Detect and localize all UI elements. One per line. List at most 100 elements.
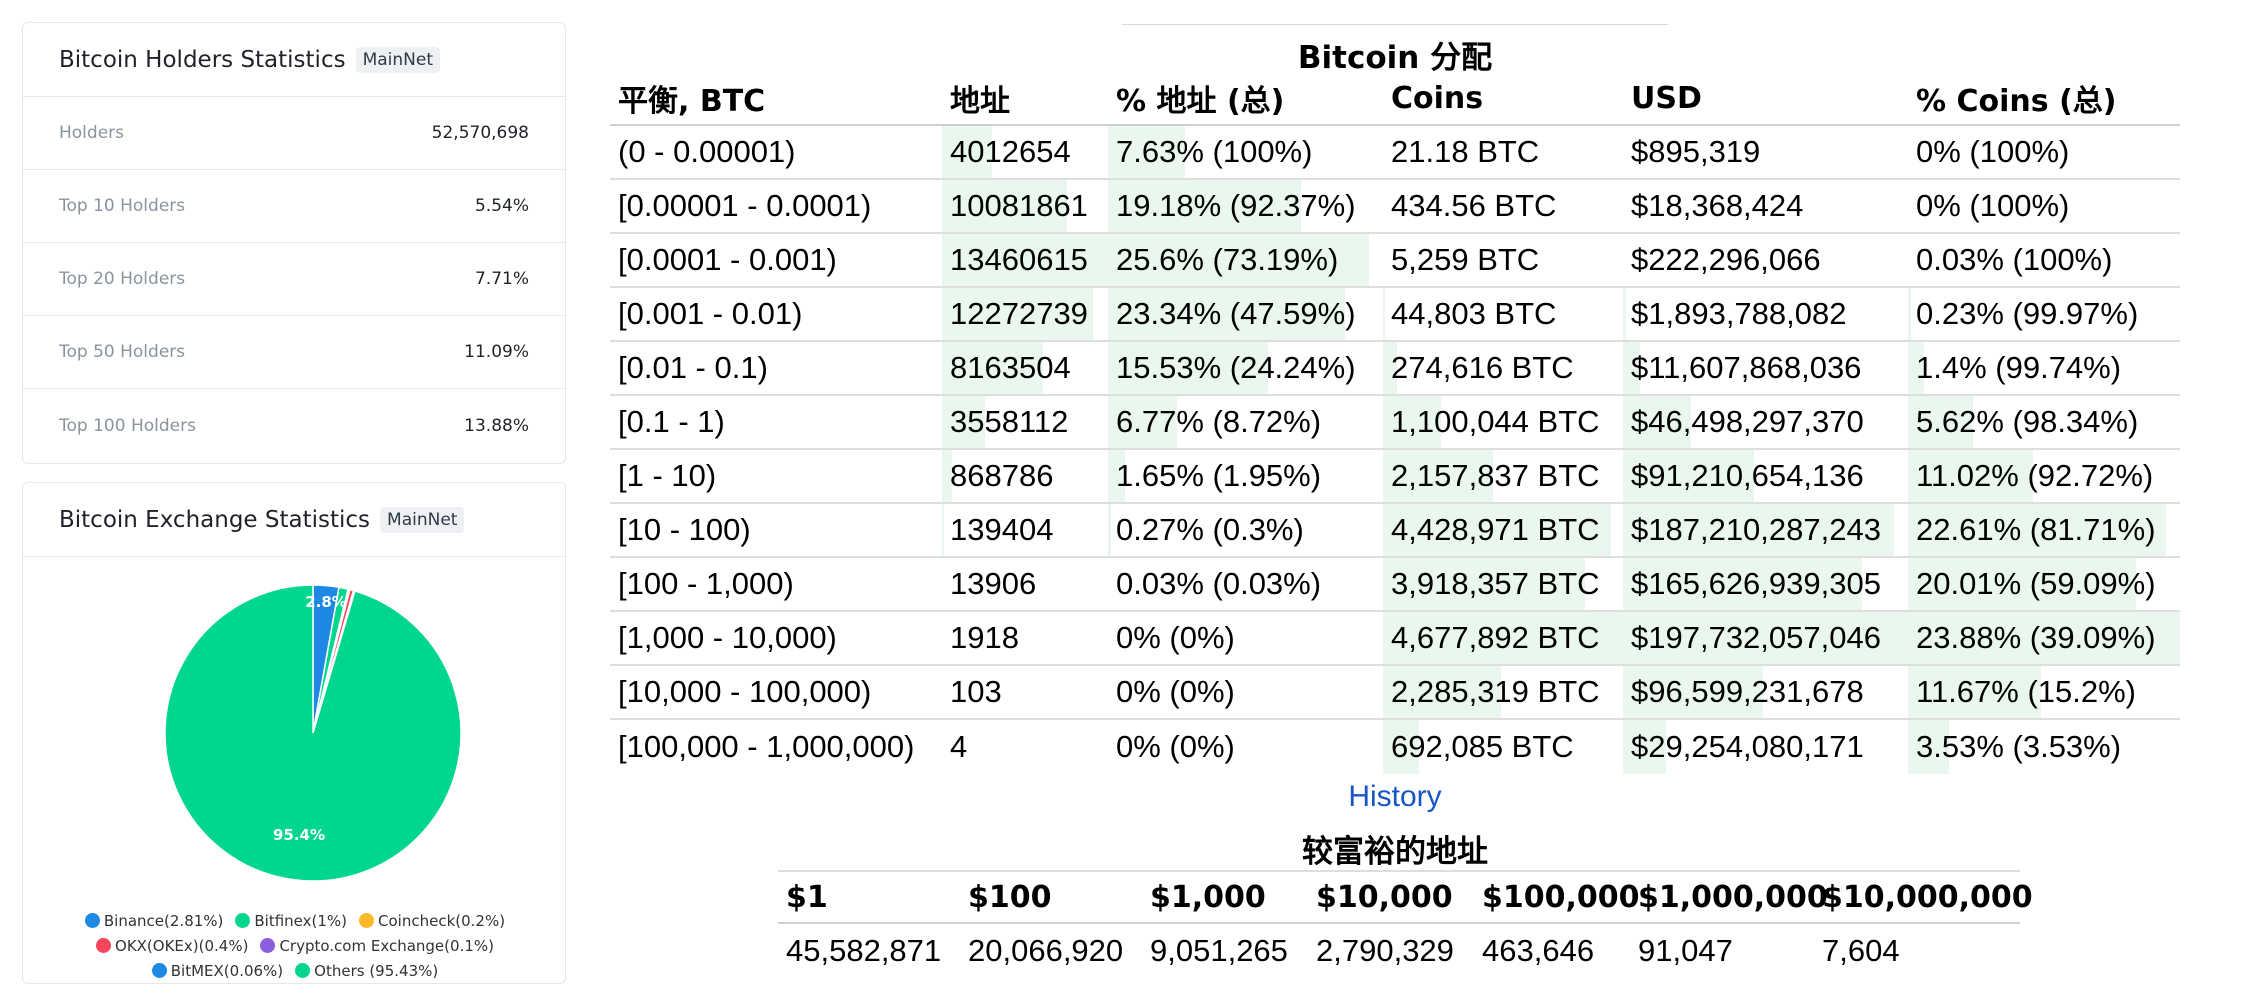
- share-bar: [1108, 504, 1111, 556]
- legend-item[interactable]: Coincheck(0.2%): [359, 912, 505, 930]
- exchange-pie-chart[interactable]: 2.8% 95.4%: [163, 583, 463, 883]
- cell-value: 11.02% (92.72%): [1916, 458, 2154, 493]
- table-cell: 21.18 BTC: [1383, 126, 1623, 178]
- share-bar: [1623, 558, 1863, 610]
- table-row: [100 - 1,000) 13906 0.03% (0.03%) 3,918,357…: [610, 558, 2180, 612]
- legend-dot-icon: [235, 913, 251, 928]
- legend-label: Others (95.43%): [314, 961, 439, 980]
- share-bar: [1908, 288, 1911, 340]
- cell-value: 5,259 BTC: [1391, 242, 1540, 277]
- legend-item[interactable]: Crypto.com Exchange(0.1%): [260, 937, 494, 955]
- holders-stat-row: Holders 52,570,698: [23, 97, 565, 170]
- column-header-label: % Coins (总): [1916, 84, 2117, 119]
- table-cell: 0% (100%): [1908, 126, 2180, 178]
- table-cell: 11.02% (92.72%): [1908, 450, 2180, 502]
- table-cell: 0.23% (99.97%): [1908, 288, 2180, 340]
- table-cell: [1,000 - 10,000): [610, 612, 942, 664]
- table-cell: 23.34% (47.59%): [1108, 288, 1383, 340]
- cell-value: [0.01 - 0.1): [618, 350, 768, 385]
- richer-addresses-table: $1 $100 $1,000 $10,000 $100,000 $1,000,000 $10…: [778, 870, 2033, 978]
- table-cell: 5,259 BTC: [1383, 234, 1623, 286]
- table-cell: 868786: [942, 450, 1108, 502]
- table-cell: $11,607,868,036: [1623, 342, 1908, 394]
- holders-stat-row: Top 20 Holders 7.71%: [23, 243, 565, 316]
- distribution-title: Bitcoin 分配: [1297, 40, 1493, 76]
- share-bar: [1108, 342, 1268, 394]
- share-bar: [1908, 342, 1925, 394]
- cell-value: 4,428,971 BTC: [1391, 512, 1600, 547]
- table-row: (0 - 0.00001) 4012654 7.63% (100%) 21.18 BT…: [610, 126, 2180, 180]
- history-link[interactable]: History: [1348, 780, 1442, 813]
- table-cell: 463,646: [1482, 933, 1595, 968]
- table-cell: 4,677,892 BTC: [1383, 612, 1623, 664]
- cell-value: 868786: [950, 458, 1054, 493]
- cell-value: [10,000 - 100,000): [618, 674, 872, 709]
- cell-value: 1.65% (1.95%): [1116, 458, 1322, 493]
- cell-value: 5.62% (98.34%): [1916, 404, 2139, 439]
- column-header-label: Coins: [1391, 80, 1484, 116]
- share-bar: [1108, 450, 1125, 502]
- mainnet-badge: MainNet: [380, 506, 465, 533]
- table-cell: 4,428,971 BTC: [1383, 504, 1623, 556]
- legend-item[interactable]: OKX(OKEx)(0.4%): [96, 937, 248, 955]
- table-cell: 8163504: [942, 342, 1108, 394]
- table-cell: [1 - 10): [610, 450, 942, 502]
- cell-value: 13460615: [950, 242, 1088, 277]
- legend-item[interactable]: Bitfinex(1%): [235, 912, 347, 930]
- exchange-card-header: Bitcoin Exchange Statistics MainNet: [23, 483, 565, 557]
- stat-label: Holders: [59, 123, 125, 143]
- legend-dot-icon: [96, 938, 112, 953]
- cell-value: [10 - 100): [618, 512, 751, 547]
- table-cell: 434.56 BTC: [1383, 180, 1623, 232]
- column-header-label: 地址: [950, 84, 1010, 119]
- cell-value: $46,498,297,370: [1631, 404, 1864, 439]
- share-bar: [1908, 504, 2167, 556]
- cell-value: 15.53% (24.24%): [1116, 350, 1356, 385]
- cell-value: 0% (100%): [1916, 188, 2070, 223]
- table-cell: 11.67% (15.2%): [1908, 666, 2180, 718]
- table-cell: [10 - 100): [610, 504, 942, 556]
- cell-value: 0.23% (99.97%): [1916, 296, 2139, 331]
- table-row: [10 - 100) 139404 0.27% (0.3%) 4,428,971 BT…: [610, 504, 2180, 558]
- share-bar: [1623, 612, 1908, 664]
- table-cell: $96,599,231,678: [1623, 666, 1908, 718]
- legend-item[interactable]: Binance(2.81%): [84, 912, 223, 930]
- cell-value: $1,893,788,082: [1631, 296, 1847, 331]
- column-header: % Coins (总): [1908, 72, 2180, 124]
- cell-value: 23.34% (47.59%): [1116, 296, 1356, 331]
- table-cell: 13460615: [942, 234, 1108, 286]
- pie-slice[interactable]: [164, 584, 462, 882]
- table-cell: 91,047: [1638, 933, 1733, 968]
- table-cell: $29,254,080,171: [1623, 720, 1908, 774]
- cell-value: 692,085 BTC: [1391, 729, 1574, 764]
- cell-value: [0.001 - 0.01): [618, 296, 803, 331]
- table-cell: $222,296,066: [1623, 234, 1908, 286]
- table-cell: [0.0001 - 0.001): [610, 234, 942, 286]
- table-cell: 4012654: [942, 126, 1108, 178]
- cell-value: 22.61% (81.71%): [1916, 512, 2156, 547]
- table-cell: 15.53% (24.24%): [1108, 342, 1383, 394]
- table-cell: 12272739: [942, 288, 1108, 340]
- table-cell: [100 - 1,000): [610, 558, 942, 610]
- table-cell: 0% (0%): [1108, 666, 1383, 718]
- cell-value: 0% (0%): [1116, 729, 1235, 764]
- share-bar: [1908, 396, 1974, 448]
- share-bar: [942, 450, 952, 502]
- table-cell: 9,051,265: [1150, 933, 1288, 968]
- legend-item[interactable]: Others (95.43%): [295, 962, 438, 980]
- table-cell: 20.01% (59.09%): [1908, 558, 2180, 610]
- share-bar: [1108, 180, 1301, 232]
- richer-addresses-title: 较富裕的地址: [1302, 834, 1488, 870]
- share-bar: [1908, 720, 1949, 774]
- cell-value: 0% (100%): [1916, 134, 2070, 169]
- table-row: [0.1 - 1) 3558112 6.77% (8.72%) 1,100,044 B…: [610, 396, 2180, 450]
- table-cell: $187,210,287,243: [1623, 504, 1908, 556]
- cell-value: 434.56 BTC: [1391, 188, 1557, 223]
- pie-legend: Binance(2.81%) Bitfinex(1%) Coincheck(0.2%…: [23, 908, 567, 983]
- legend-item[interactable]: BitMEX(0.06%): [151, 962, 283, 980]
- table-cell: 6.77% (8.72%): [1108, 396, 1383, 448]
- table-cell: 0.03% (100%): [1908, 234, 2180, 286]
- table-row: [10,000 - 100,000) 103 0% (0%) 2,285,319 BT…: [610, 666, 2180, 720]
- cell-value: 19.18% (92.37%): [1116, 188, 1356, 223]
- table-header-row: $1 $100 $1,000 $10,000 $100,000 $1,000,000 $10…: [778, 870, 2033, 924]
